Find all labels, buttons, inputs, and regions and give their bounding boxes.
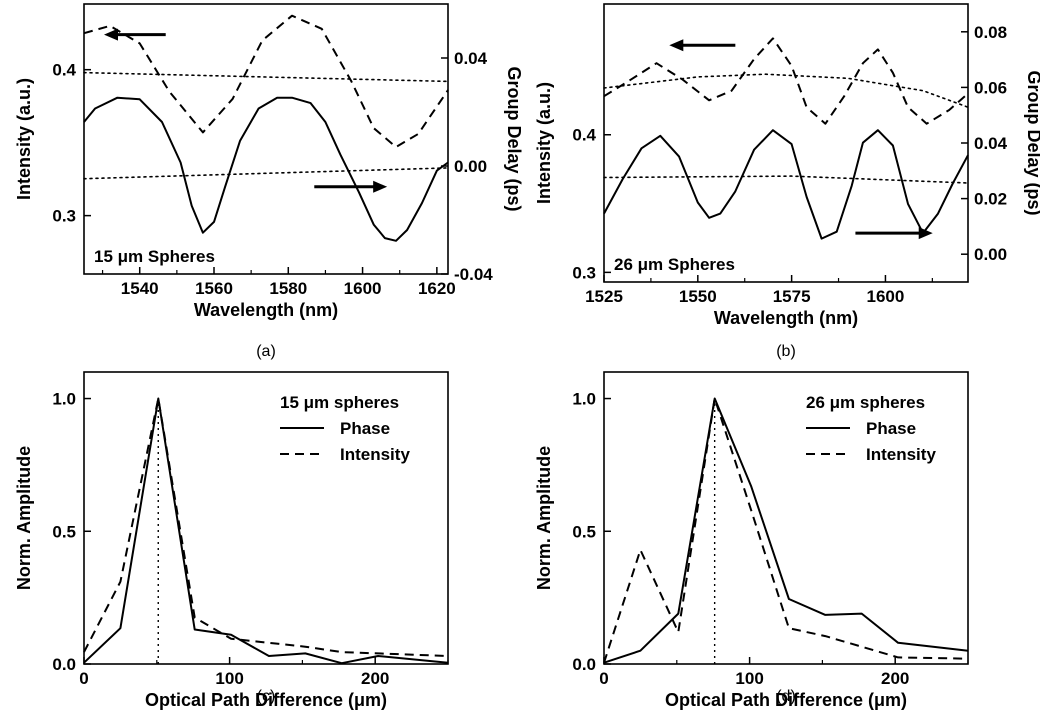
- y-tick-label: 1.0: [52, 390, 76, 409]
- plot-frame: [603, 3, 969, 283]
- series-line-right-solid: [603, 129, 969, 240]
- series-line-phase: [603, 397, 969, 664]
- x-tick-label: 0: [599, 669, 608, 688]
- chart-panel-4: 0 100 200 0.0 0.5 1.0 Optical Path Difference …: [534, 371, 969, 710]
- series-line-left-dashed: [83, 14, 449, 148]
- y-tick-label: 0.4: [52, 61, 76, 80]
- y2-tick-label: 0.02: [974, 190, 1007, 209]
- y-axis-label: Norm. Amplitude: [534, 446, 554, 590]
- legend-label-phase: Phase: [340, 419, 390, 438]
- y2-tick-label: 0.08: [974, 23, 1007, 42]
- panel-label: (b): [776, 343, 796, 360]
- chart-panel-3: 0 100 200 0.0 0.5 1.0 Optical Path Difference …: [14, 371, 449, 710]
- x-axis-label: Wavelength (nm): [194, 300, 338, 320]
- y-tick-label: 0.3: [572, 263, 596, 282]
- series-line-phase: [83, 397, 449, 665]
- y-axis-label: Intensity (a.u.): [534, 82, 554, 204]
- x-tick-label: 0: [79, 669, 88, 688]
- panel-label: (a): [256, 343, 276, 360]
- y-tick-label: 1.0: [572, 390, 596, 409]
- y-axis-label: Norm. Amplitude: [14, 446, 34, 590]
- x-tick-label: 1620: [418, 279, 456, 298]
- x-tick-label: 1600: [867, 287, 905, 306]
- arrow-head: [669, 39, 684, 52]
- x-tick-label: 1540: [121, 279, 159, 298]
- series-line-intensity: [603, 397, 969, 664]
- x-tick-label: 1525: [585, 287, 623, 306]
- panel-annotation: 26 μm Spheres: [614, 255, 735, 274]
- panel-label: (c): [257, 688, 276, 705]
- series-line-left-dotted: [603, 73, 969, 108]
- y2-tick-label: 0.00: [974, 245, 1007, 264]
- x-tick-label: 200: [361, 669, 389, 688]
- plot-frame: [603, 371, 969, 665]
- chart-panel-1: 1540 1560 1580 1600 1620 0.3 0.4 -0.04 0.00 0.04 W…: [14, 3, 524, 360]
- x-tick-label: 100: [215, 669, 243, 688]
- y2-axis-label: Group Delay (ps): [504, 66, 524, 211]
- legend-title: 26 μm spheres: [806, 393, 925, 412]
- panel-annotation: 15 μm Spheres: [94, 247, 215, 266]
- y-tick-label: 0.0: [52, 655, 76, 674]
- y-axis-label: Intensity (a.u.): [14, 78, 34, 200]
- chart-panel-2: 1525 1550 1575 1600 0.3 0.4 0.00 0.02 0.04 0.06 0.…: [534, 3, 1040, 360]
- series-line-intensity: [83, 397, 449, 657]
- x-tick-label: 1600: [344, 279, 382, 298]
- y-tick-label: 0.5: [52, 522, 76, 541]
- y2-tick-label: 0.00: [454, 157, 487, 176]
- y2-tick-label: 0.06: [974, 78, 1007, 97]
- plot-frame: [83, 3, 449, 275]
- y-tick-label: 0.5: [572, 522, 596, 541]
- x-axis-label: Optical Path Difference (μm): [145, 690, 387, 710]
- x-tick-label: 100: [735, 669, 763, 688]
- y-tick-label: 0.3: [52, 207, 76, 226]
- y-tick-label: 0.0: [572, 655, 596, 674]
- y2-axis-label: Group Delay (ps): [1024, 70, 1040, 215]
- x-tick-label: 1580: [269, 279, 307, 298]
- legend: 26 μm spheres Phase Intensity: [806, 393, 936, 464]
- y2-tick-label: 0.04: [454, 49, 488, 68]
- x-tick-label: 1550: [679, 287, 717, 306]
- x-axis-label: Wavelength (nm): [714, 308, 858, 328]
- arrow-head: [918, 227, 933, 240]
- x-axis-label: Optical Path Difference (μm): [665, 690, 907, 710]
- y2-tick-label: -0.04: [454, 265, 493, 284]
- x-tick-label: 1560: [195, 279, 233, 298]
- x-tick-label: 1575: [773, 287, 811, 306]
- series-line-right-solid: [83, 96, 449, 242]
- legend-label-intensity: Intensity: [866, 445, 936, 464]
- series-line-left-dashed: [603, 37, 969, 125]
- legend-label-intensity: Intensity: [340, 445, 410, 464]
- y-tick-label: 0.4: [572, 126, 596, 145]
- panel-label: (d): [776, 688, 796, 705]
- y2-tick-label: 0.04: [974, 134, 1008, 153]
- series-line-left-dotted: [83, 71, 449, 83]
- plot-frame: [83, 371, 449, 665]
- legend-label-phase: Phase: [866, 419, 916, 438]
- series-line-right-dotted: [83, 167, 449, 180]
- legend-title: 15 μm spheres: [280, 393, 399, 412]
- legend: 15 μm spheres Phase Intensity: [280, 393, 410, 464]
- arrow-head: [373, 180, 388, 193]
- arrow-head: [104, 28, 118, 41]
- x-tick-label: 200: [881, 669, 909, 688]
- series-line-right-dotted: [603, 175, 969, 184]
